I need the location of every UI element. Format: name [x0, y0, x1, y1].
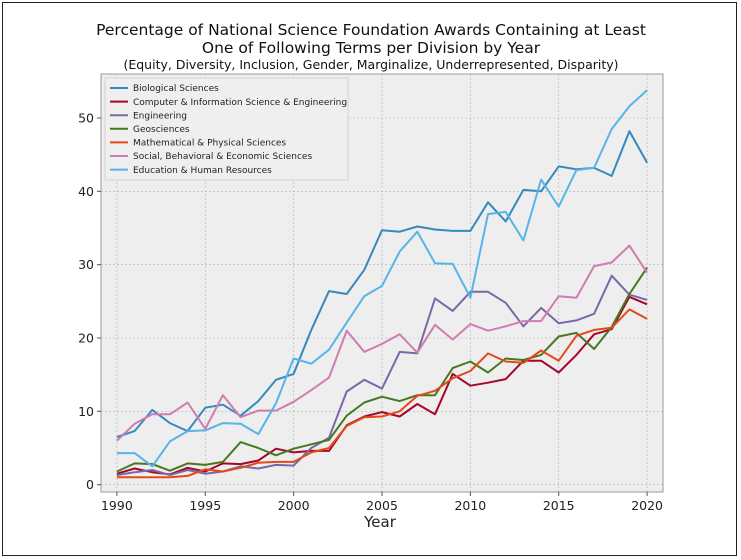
- series-line-3: [116, 267, 648, 473]
- x-tick-label: 1995: [189, 498, 221, 513]
- legend-label-3: Geosciences: [133, 125, 190, 135]
- y-tick-label: 40: [78, 184, 94, 199]
- legend-label-6: Education & Human Resources: [133, 166, 272, 176]
- y-tick-label: 0: [86, 477, 94, 492]
- axis-ticks: 1990 1995 2000 2005 2010 2015 2020 0 10 20 30 40 50: [78, 111, 663, 514]
- chart-subtitle: (Equity, Diversity, Inclusion, Gender, M…: [123, 57, 618, 72]
- x-tick-label: 1990: [101, 498, 133, 513]
- x-tick-label: 2020: [631, 498, 663, 513]
- legend: Biological Sciences Computer & Informatio…: [104, 77, 349, 181]
- x-axis-label: Year: [363, 513, 397, 531]
- x-tick-label: 2015: [543, 498, 575, 513]
- series-line-0: [116, 130, 648, 438]
- legend-label-2: Engineering: [133, 111, 187, 121]
- y-tick-label: 20: [78, 331, 94, 346]
- series-line-2: [116, 274, 648, 477]
- y-tick-label: 10: [78, 404, 94, 419]
- legend-label-5: Social, Behavioral & Economic Sciences: [133, 152, 312, 162]
- x-tick-label: 2000: [278, 498, 310, 513]
- legend-label-0: Biological Sciences: [133, 84, 219, 94]
- legend-box: [104, 77, 349, 181]
- x-tick-label: 2010: [454, 498, 486, 513]
- y-tick-label: 30: [78, 257, 94, 272]
- series-line-5: [116, 244, 648, 442]
- series-line-1: [116, 295, 648, 476]
- x-tick-label: 2005: [366, 498, 398, 513]
- legend-label-1: Computer & Information Science & Enginee…: [133, 98, 347, 108]
- y-tick-label: 50: [78, 111, 94, 126]
- chart-title-line-2: One of Following Terms per Division by Y…: [202, 39, 541, 57]
- legend-label-4: Mathematical & Physical Sciences: [133, 139, 286, 149]
- series-line-6: [116, 89, 648, 468]
- series-lines: [116, 89, 648, 479]
- chart-title-line-1: Percentage of National Science Foundatio…: [96, 21, 646, 39]
- series-line-4: [116, 308, 648, 479]
